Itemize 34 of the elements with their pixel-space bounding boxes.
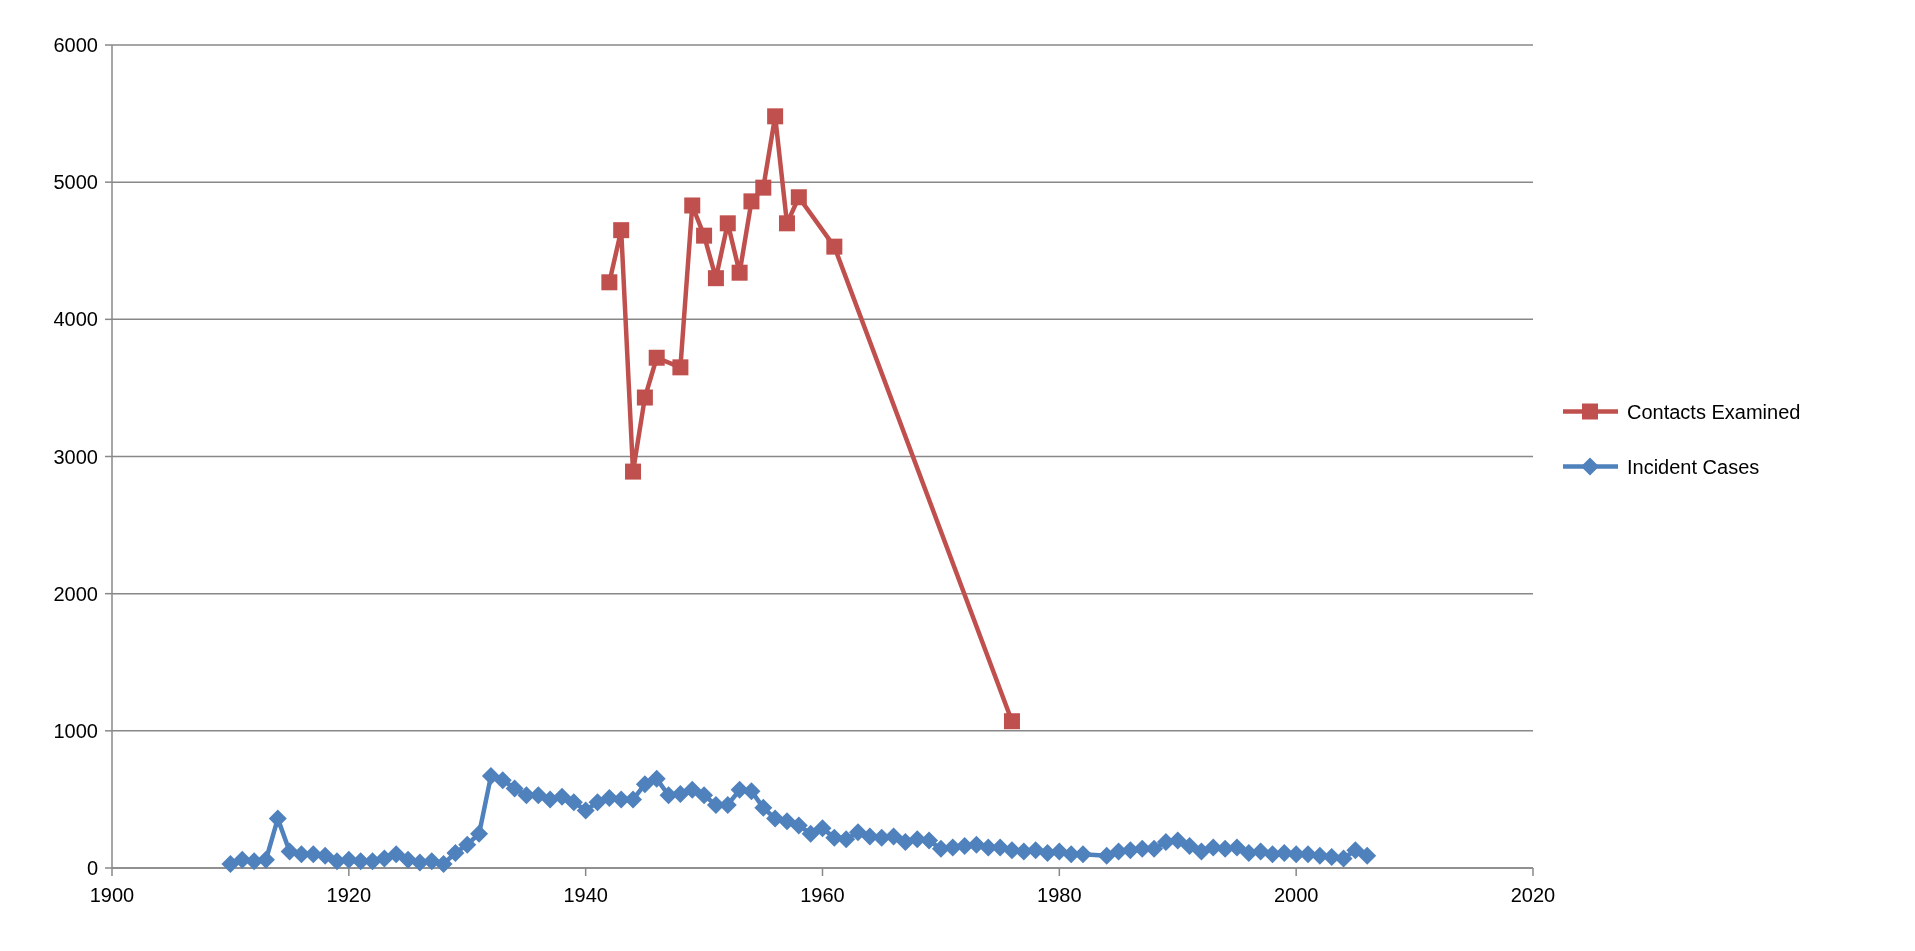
point (625, 463, 642, 480)
point (696, 227, 713, 244)
x-tick-label: 1980 (1037, 884, 1082, 906)
x-tick-label: 1900 (89, 884, 135, 906)
point (778, 215, 795, 232)
y-tick-label: 1000 (53, 719, 98, 742)
y-tick-label: 2000 (53, 582, 98, 605)
x-tick-label: 2020 (1510, 884, 1556, 906)
y-tick-label: 3000 (53, 445, 98, 468)
point (648, 349, 665, 366)
point (719, 215, 736, 232)
point (826, 238, 843, 255)
point (755, 179, 772, 196)
point (731, 264, 748, 281)
point (601, 274, 618, 291)
x-tick-label: 1940 (563, 884, 608, 906)
y-tick-label: 4000 (53, 308, 98, 331)
y-tick-label: 6000 (53, 34, 98, 56)
point (1003, 713, 1020, 730)
point (707, 270, 724, 287)
point (672, 359, 689, 376)
point (767, 108, 784, 125)
legend-label: Incident Cases (1627, 455, 1760, 478)
y-tick-label: 5000 (53, 171, 98, 194)
point (743, 193, 760, 210)
point (790, 189, 807, 206)
point (613, 222, 630, 239)
y-tick-label: 0 (86, 857, 98, 879)
legend-label: Contacts Examined (1627, 400, 1801, 423)
x-tick-label: 2000 (1273, 884, 1319, 906)
x-tick-label: 1960 (800, 884, 845, 906)
x-tick-label: 1920 (326, 884, 372, 906)
point (636, 389, 653, 406)
point (684, 197, 701, 214)
